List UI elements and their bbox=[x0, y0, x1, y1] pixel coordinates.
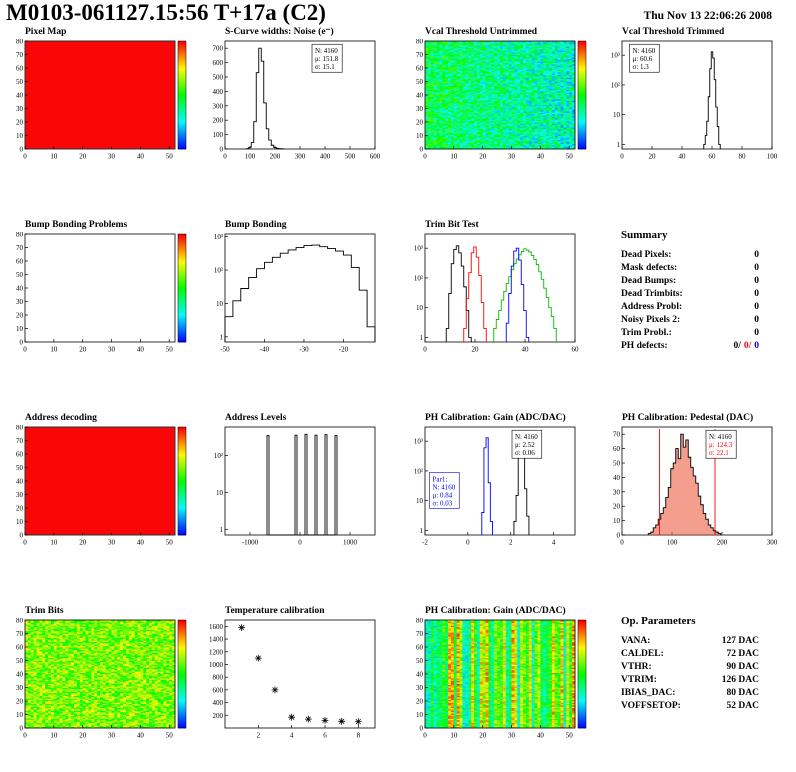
row-label: Address Probl: bbox=[621, 302, 683, 312]
text-row: Address Probl: 0 bbox=[621, 301, 759, 314]
panel-title: S-Curve widths: Noise (e⁻) bbox=[225, 27, 334, 37]
panel-ph-calibration-gain-adc-dac: PH Calibration: Gain (ADC/DAC) bbox=[402, 412, 598, 562]
row-value-part: 0/ bbox=[743, 341, 752, 351]
row-value: 0 bbox=[754, 328, 759, 338]
panel-title: Vcal Threshold Trimmed bbox=[622, 27, 725, 37]
row-label: Trim Probl.: bbox=[621, 328, 672, 338]
row-value: 52 DAC bbox=[726, 701, 759, 711]
row-label: VOFFSETOP: bbox=[621, 701, 681, 711]
panel-address-decoding: Address decoding bbox=[2, 412, 198, 562]
text-row: Noisy Pixels 2: 0 bbox=[621, 314, 759, 327]
row-value: 0 bbox=[754, 276, 759, 286]
text-row: PH defects: 0/0/0 bbox=[621, 340, 759, 353]
plot-canvas-address-levels bbox=[202, 425, 398, 549]
row-label: Dead Trimbits: bbox=[621, 289, 683, 299]
plot-canvas-vcal-threshold-untrimmed bbox=[402, 39, 598, 163]
plot-canvas-temperature-calibration bbox=[202, 618, 398, 742]
plot-canvas-vcal-threshold-trimmed bbox=[599, 39, 795, 163]
text-row: Dead Pixels: 0 bbox=[621, 249, 759, 262]
row-value: 72 DAC bbox=[726, 649, 759, 659]
panel-pixel-map: Pixel Map bbox=[2, 26, 198, 176]
row-value-part: 0 bbox=[754, 341, 759, 351]
row-value: 0 bbox=[754, 315, 759, 325]
summary-title: Summary bbox=[621, 229, 668, 241]
op-parameters-title: Op. Parameters bbox=[621, 615, 696, 627]
row-label: Dead Bumps: bbox=[621, 276, 677, 286]
text-row: Trim Probl.: 0 bbox=[621, 327, 759, 340]
plot-canvas-pixel-map bbox=[2, 39, 198, 163]
text-row: VANA: 127 DAC bbox=[621, 635, 759, 648]
timestamp: Thu Nov 13 22:06:26 2008 bbox=[643, 10, 772, 22]
panel-bump-bonding: Bump Bonding bbox=[202, 219, 398, 369]
row-value: 126 DAC bbox=[721, 675, 759, 685]
row-value: 0 bbox=[754, 263, 759, 273]
panel-ph-calibration-pedestal-dac: PH Calibration: Pedestal (DAC) bbox=[599, 412, 795, 562]
panel-trim-bit-test: Trim Bit Test bbox=[402, 219, 598, 369]
row-label: VTRIM: bbox=[621, 675, 657, 685]
row-value: 127 DAC bbox=[721, 636, 759, 646]
row-value-part: 0/ bbox=[733, 341, 741, 351]
row-label: Dead Pixels: bbox=[621, 250, 672, 260]
panel-bump-bonding-problems: Bump Bonding Problems bbox=[2, 219, 198, 369]
text-row: VOFFSETOP: 52 DAC bbox=[621, 700, 759, 713]
row-value: 0 bbox=[754, 302, 759, 312]
row-value: 0 bbox=[754, 289, 759, 299]
plot-canvas-trim-bits bbox=[2, 618, 198, 742]
text-row: Mask defects: 0 bbox=[621, 262, 759, 275]
plot-canvas-ph-calibration-pedestal-dac bbox=[599, 425, 795, 549]
text-row: Dead Bumps: 0 bbox=[621, 275, 759, 288]
text-row: VTHR: 90 DAC bbox=[621, 661, 759, 674]
page-title: M0103-061127.15:56 T+17a (C2) bbox=[6, 0, 326, 25]
panel-title: Trim Bit Test bbox=[425, 220, 479, 230]
panel-address-levels: Address Levels bbox=[202, 412, 398, 562]
row-label: CALDEL: bbox=[621, 649, 664, 659]
row-label: PH defects: bbox=[621, 341, 668, 351]
text-row: IBIAS_DAC: 80 DAC bbox=[621, 687, 759, 700]
plot-canvas-ph-calibration-gain-adc-dac bbox=[402, 425, 598, 549]
text-rows: VANA: 127 DAC CALDEL: 72 DAC VTHR: 90 DAC VTRI… bbox=[621, 635, 759, 713]
panel-title: PH Calibration: Gain (ADC/DAC) bbox=[425, 413, 566, 423]
row-value: 0 bbox=[754, 250, 759, 260]
plot-canvas-s-curve-widths-noise-e bbox=[202, 39, 398, 163]
panel-title: PH Calibration: Gain (ADC/DAC) bbox=[425, 606, 566, 616]
plot-canvas-bump-bonding-problems bbox=[2, 232, 198, 356]
panel-title: Trim Bits bbox=[25, 606, 64, 616]
plot-canvas-address-decoding bbox=[2, 425, 198, 549]
panel-vcal-threshold-trimmed: Vcal Threshold Trimmed bbox=[599, 26, 795, 176]
panel-title: Pixel Map bbox=[25, 27, 67, 37]
row-label: VANA: bbox=[621, 636, 651, 646]
text-rows: Dead Pixels: 0 Mask defects: 0 Dead Bumps: 0 D… bbox=[621, 249, 759, 353]
row-label: IBIAS_DAC: bbox=[621, 688, 676, 698]
text-row: Dead Trimbits: 0 bbox=[621, 288, 759, 301]
row-label: Noisy Pixels 2: bbox=[621, 315, 681, 325]
panel-title: Bump Bonding bbox=[225, 220, 287, 230]
row-value: 80 DAC bbox=[726, 688, 759, 698]
panel-op-parameters: Op. Parameters VANA: 127 DAC CALDEL: 72 DAC V… bbox=[599, 605, 795, 755]
panel-title: Vcal Threshold Untrimmed bbox=[425, 27, 538, 37]
panel-trim-bits: Trim Bits bbox=[2, 605, 198, 755]
panel-summary: Summary Dead Pixels: 0 Mask defects: 0 Dead B… bbox=[599, 219, 795, 369]
panel-s-curve-widths-noise-e: S-Curve widths: Noise (e⁻) bbox=[202, 26, 398, 176]
panel-title: Temperature calibration bbox=[225, 606, 325, 616]
panel-title: Address decoding bbox=[25, 413, 97, 423]
text-row: VTRIM: 126 DAC bbox=[621, 674, 759, 687]
row-value: 0/0/0 bbox=[733, 340, 759, 353]
panel-title: PH Calibration: Pedestal (DAC) bbox=[622, 413, 754, 423]
panel-vcal-threshold-untrimmed: Vcal Threshold Untrimmed bbox=[402, 26, 598, 176]
row-label: Mask defects: bbox=[621, 263, 678, 273]
panel-ph-calibration-gain-adc-dac: PH Calibration: Gain (ADC/DAC) bbox=[402, 605, 598, 755]
panel-title: Address Levels bbox=[225, 413, 287, 423]
plot-canvas-trim-bit-test bbox=[402, 232, 598, 356]
panel-title: Bump Bonding Problems bbox=[25, 220, 128, 230]
plot-canvas-bump-bonding bbox=[202, 232, 398, 356]
text-row: CALDEL: 72 DAC bbox=[621, 648, 759, 661]
panel-temperature-calibration: Temperature calibration bbox=[202, 605, 398, 755]
row-label: VTHR: bbox=[621, 662, 652, 672]
plot-canvas-ph-calibration-gain-adc-dac bbox=[402, 618, 598, 742]
row-value: 90 DAC bbox=[726, 662, 759, 672]
